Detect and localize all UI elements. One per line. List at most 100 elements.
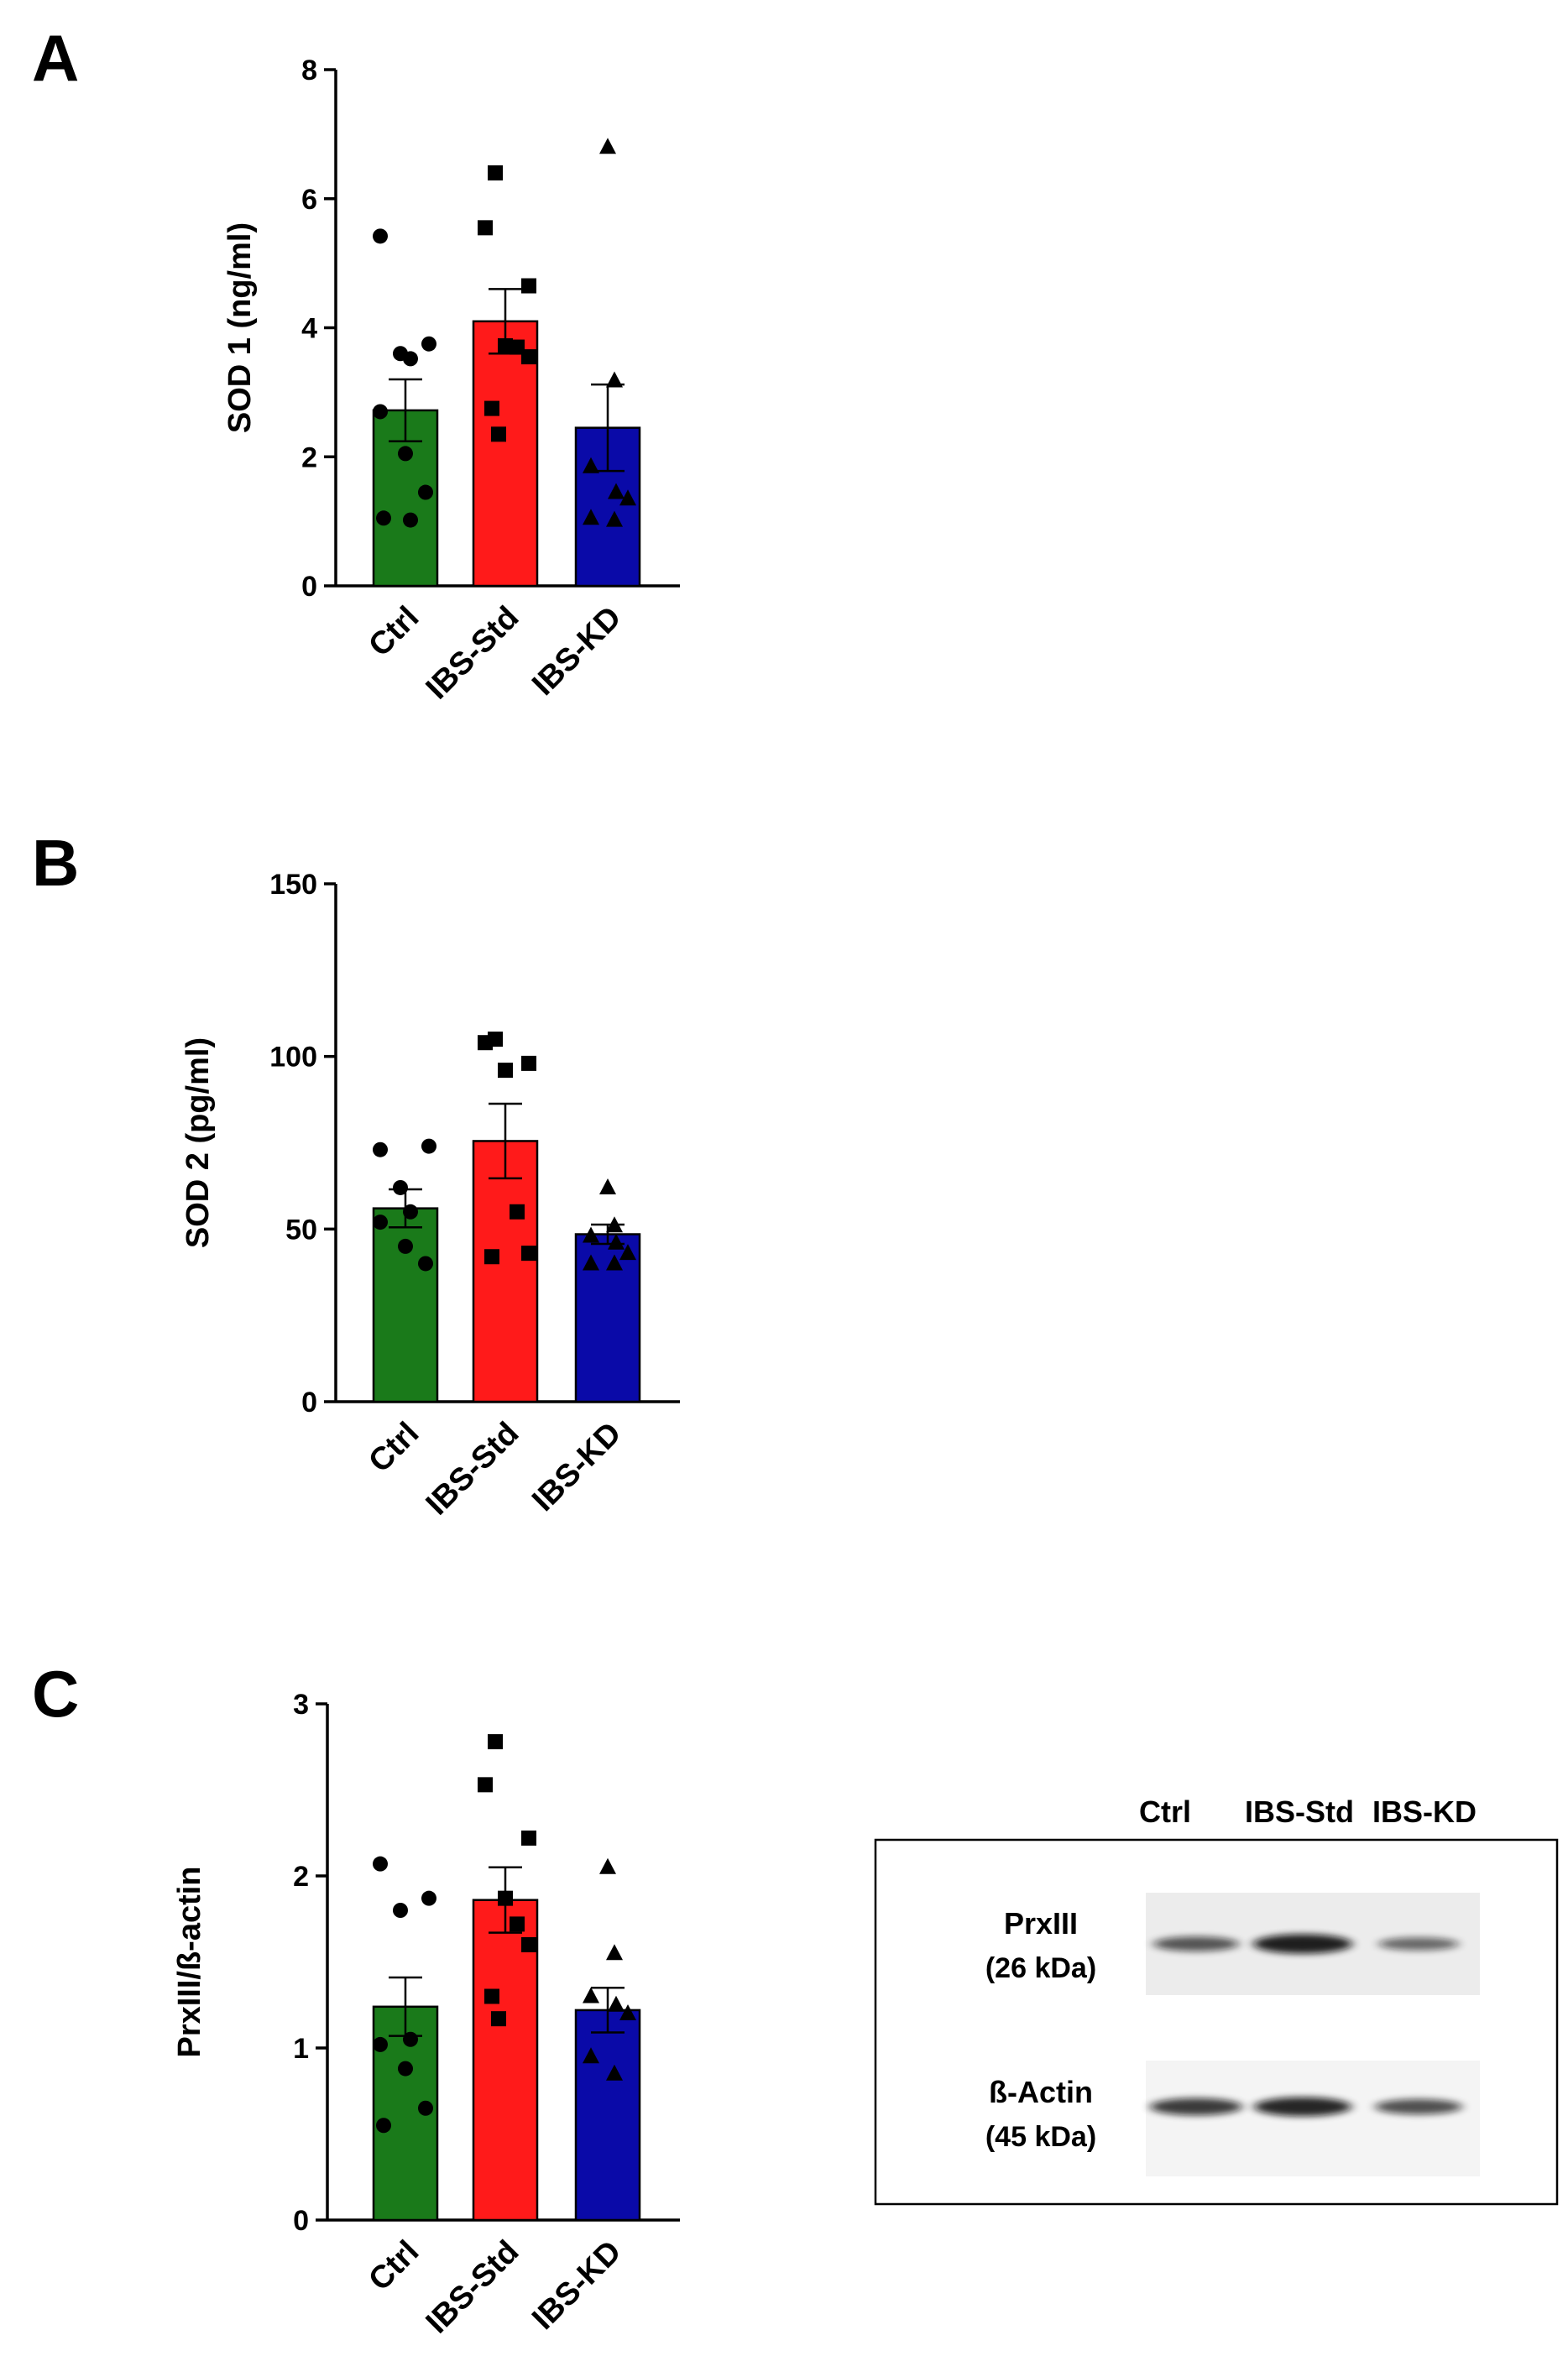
data-point-ibs-std <box>510 1916 525 1932</box>
bar-ibs-kd <box>574 2009 641 2222</box>
y-tick-label: 3 <box>293 1689 309 1721</box>
data-point-ibs-kd <box>599 1857 616 1874</box>
data-point-ctrl <box>398 1238 413 1254</box>
data-point-ibs-kd <box>583 1254 599 1271</box>
data-point-ctrl <box>373 228 388 244</box>
y-tick-label: 0 <box>301 571 317 603</box>
blot-band--actin-lane-1 <box>1150 2098 1242 2116</box>
x-tick-label-ibs-kd: IBS-KD <box>525 1416 628 1518</box>
data-point-ibs-std <box>498 338 513 354</box>
western-blot: Ctrl IBS-Std IBS-KD PrxIII (26 kDa) ß-Ac… <box>874 1795 1559 2206</box>
blot-row-label-prxiii: PrxIII <box>1004 1906 1078 1941</box>
data-point-ibs-std <box>488 1734 503 1750</box>
blot-row-size-prxiii: (26 kDa) <box>985 1952 1096 1984</box>
data-point-ibs-std <box>510 1204 525 1220</box>
data-point-ibs-kd <box>619 1244 636 1261</box>
y-tick-label: 1 <box>293 2033 309 2065</box>
data-point-ibs-std <box>491 426 506 442</box>
blot-band--actin-lane-2 <box>1254 2097 1351 2117</box>
y-tick-label: 50 <box>285 1214 317 1246</box>
data-point-ctrl <box>421 1890 436 1906</box>
data-point-ibs-kd <box>583 2047 599 2064</box>
data-point-ctrl <box>403 1204 418 1220</box>
blot-band-prxiii-lane-3 <box>1378 1937 1459 1951</box>
y-tick-label: 0 <box>301 1387 317 1418</box>
data-point-ibs-std <box>510 339 525 355</box>
blot-row-label-b-actin: ß-Actin <box>989 2075 1093 2109</box>
blot-membrane-b-actin <box>1146 2061 1480 2176</box>
data-point-ibs-kd <box>599 1178 616 1194</box>
data-point-ctrl <box>418 1256 433 1272</box>
y-tick-label: 0 <box>293 2205 309 2237</box>
data-point-ctrl <box>418 2100 433 2116</box>
data-point-ibs-kd <box>619 2004 636 2020</box>
bar-ibs-std <box>472 320 539 588</box>
data-point-ibs-std <box>478 1035 493 1051</box>
data-point-ctrl <box>376 2118 391 2134</box>
y-tick-label: 2 <box>301 441 317 473</box>
x-tick-label-ibs-std: IBS-Std <box>420 2234 526 2341</box>
data-point-ibs-std <box>488 165 503 180</box>
blot-lane-label-ibs-kd: IBS-KD <box>1372 1795 1477 1829</box>
data-point-ibs-kd <box>608 1233 625 1250</box>
data-point-ibs-kd <box>583 1226 599 1243</box>
data-point-ibs-std <box>498 1063 513 1079</box>
data-point-ctrl <box>373 1856 388 1872</box>
y-axis-title: PrxIII/ß-actin <box>172 1866 207 2057</box>
data-point-ibs-std <box>521 1246 536 1262</box>
data-point-ibs-kd <box>599 138 616 154</box>
data-point-ibs-std <box>491 2011 506 2027</box>
bar-ibs-std <box>472 1899 539 2222</box>
data-point-ctrl <box>373 404 388 420</box>
x-tick-label-ctrl: Ctrl <box>362 2234 426 2298</box>
panel-letter-a: A <box>32 21 79 95</box>
data-point-ibs-std <box>478 1777 493 1793</box>
data-point-ibs-std <box>521 349 536 365</box>
data-point-ibs-std <box>484 400 499 416</box>
data-point-ibs-kd <box>619 489 636 506</box>
data-point-ibs-kd <box>583 457 599 473</box>
y-tick-label: 150 <box>269 869 317 901</box>
x-tick-label-ibs-kd: IBS-KD <box>525 2234 628 2337</box>
data-point-ibs-kd <box>606 371 623 388</box>
x-tick-label-ibs-kd: IBS-KD <box>525 600 628 703</box>
data-point-ctrl <box>398 2061 413 2077</box>
data-point-ctrl <box>373 1141 388 1157</box>
x-tick-label-ibs-std: IBS-Std <box>420 600 526 707</box>
y-tick-label: 2 <box>293 1861 309 1893</box>
data-point-ibs-kd <box>606 2064 623 2081</box>
data-point-ibs-std <box>478 220 493 236</box>
data-point-ctrl <box>398 446 413 462</box>
data-point-ibs-std <box>521 1830 536 1846</box>
data-point-ibs-kd <box>583 509 599 525</box>
data-point-ctrl <box>418 484 433 500</box>
data-point-ibs-std <box>484 1988 499 2004</box>
bar-ibs-std <box>472 1140 539 1403</box>
data-point-ibs-std <box>521 1937 536 1952</box>
data-point-ctrl <box>393 1179 408 1195</box>
blot-lane-label-ibs-std: IBS-Std <box>1245 1795 1354 1829</box>
y-tick-label: 4 <box>301 313 317 345</box>
data-point-ibs-std <box>521 1055 536 1071</box>
y-axis-title: SOD 1 (ng/ml) <box>222 222 258 433</box>
y-axis-title: SOD 2 (pg/ml) <box>180 1037 216 1248</box>
data-point-ctrl <box>403 2031 418 2047</box>
blot-lane-label-ctrl: Ctrl <box>1139 1795 1191 1829</box>
data-point-ibs-std <box>521 278 536 294</box>
panel-letter-b: B <box>32 826 79 900</box>
data-point-ibs-kd <box>608 483 625 499</box>
data-point-ibs-kd <box>606 1216 623 1233</box>
data-point-ibs-kd <box>606 1944 623 1961</box>
blot-row-size-b-actin: (45 kDa) <box>985 2121 1096 2153</box>
data-point-ctrl <box>403 512 418 528</box>
y-tick-label: 100 <box>269 1042 317 1074</box>
data-point-ctrl <box>373 2036 388 2052</box>
y-tick-label: 8 <box>301 55 317 86</box>
data-point-ctrl <box>421 1138 436 1154</box>
data-point-ctrl <box>393 1903 408 1918</box>
blot-band-prxiii-lane-2 <box>1253 1934 1352 1954</box>
x-tick-label-ctrl: Ctrl <box>362 1416 426 1480</box>
data-point-ibs-kd <box>606 510 623 527</box>
